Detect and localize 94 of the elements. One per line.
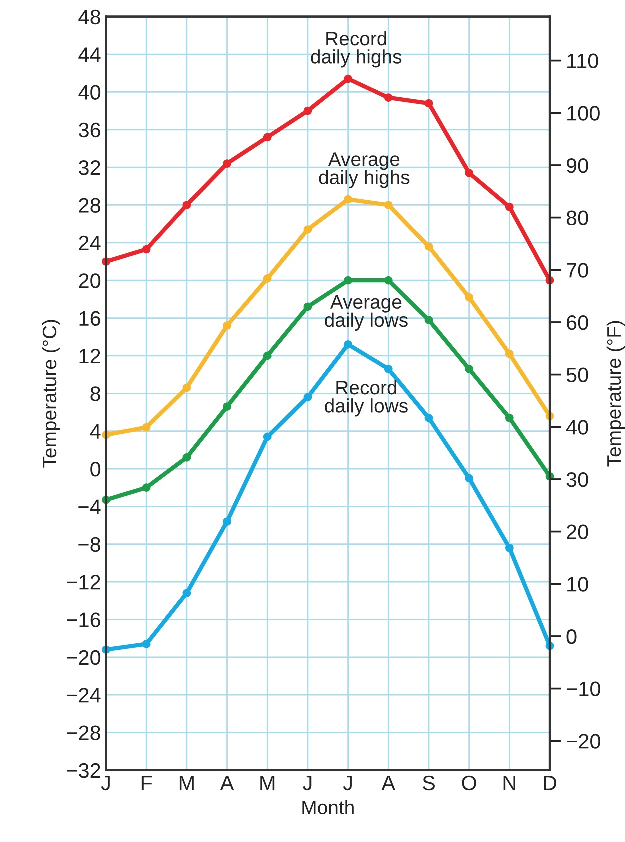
y-tick-label: 48 bbox=[78, 10, 100, 25]
x-tick-label: M bbox=[260, 776, 275, 790]
point bbox=[344, 340, 352, 349]
x-tick-label: A bbox=[220, 776, 234, 790]
y-tick-label: 28 bbox=[79, 198, 100, 213]
x-tick-label: O bbox=[462, 776, 476, 791]
y-tick-label: −24 bbox=[67, 688, 101, 703]
point bbox=[223, 518, 232, 526]
y-tick-label: −8 bbox=[78, 537, 100, 552]
point bbox=[505, 202, 514, 212]
point bbox=[304, 106, 312, 116]
y2-tick-label: 80 bbox=[566, 210, 588, 226]
point bbox=[223, 322, 232, 330]
point bbox=[142, 484, 151, 492]
point bbox=[142, 245, 151, 254]
y2-tick-label: 110 bbox=[568, 54, 598, 69]
point bbox=[304, 393, 312, 402]
y-tick-label: 0 bbox=[90, 462, 101, 477]
point bbox=[465, 169, 474, 178]
point bbox=[465, 293, 474, 302]
point bbox=[223, 160, 232, 168]
point bbox=[182, 201, 192, 210]
point bbox=[384, 364, 393, 374]
y2-tick-label: 20 bbox=[567, 524, 588, 540]
y2-axis-title: Temperature (°F) bbox=[606, 321, 625, 467]
y-tick-label: 8 bbox=[90, 386, 100, 402]
point bbox=[344, 195, 352, 204]
point bbox=[424, 99, 434, 108]
y-tick-label: 32 bbox=[79, 160, 100, 176]
point bbox=[384, 94, 393, 102]
y2-tick-label: 70 bbox=[567, 263, 588, 278]
y-tick-label: −16 bbox=[67, 612, 100, 628]
y2-tick-label: 10 bbox=[568, 577, 588, 592]
y2-tick-label: 50 bbox=[566, 368, 588, 383]
y-tick-label: 44 bbox=[78, 48, 101, 62]
y2-tick-label: −10 bbox=[567, 682, 600, 697]
point bbox=[263, 274, 272, 283]
y-tick-label: 12 bbox=[80, 348, 100, 364]
y2-tick-label: 100 bbox=[568, 106, 600, 121]
point bbox=[142, 423, 151, 432]
point bbox=[182, 454, 192, 462]
y-tick-label: −20 bbox=[67, 650, 101, 666]
series-label: Average daily highs bbox=[319, 152, 410, 188]
point bbox=[424, 414, 434, 422]
x-tick-label: F bbox=[142, 776, 152, 790]
x-tick-label: S bbox=[422, 776, 435, 791]
x-axis-title: Month bbox=[302, 800, 354, 815]
x-tick-label: D bbox=[544, 776, 557, 790]
point bbox=[142, 640, 151, 648]
series-label: Average daily lows bbox=[325, 295, 408, 331]
point bbox=[424, 316, 434, 324]
point bbox=[384, 276, 393, 285]
series-label: Record daily lows bbox=[325, 380, 408, 417]
point bbox=[384, 201, 393, 210]
point bbox=[304, 302, 312, 312]
point bbox=[505, 414, 514, 422]
y2-tick-label: 0 bbox=[566, 629, 577, 644]
x-tick-label: A bbox=[382, 776, 396, 790]
point bbox=[182, 589, 192, 598]
y2-tick-label: 90 bbox=[566, 158, 588, 174]
y-tick-label: 16 bbox=[80, 311, 100, 326]
point bbox=[344, 276, 352, 285]
y-tick-label: −32 bbox=[67, 763, 100, 778]
point bbox=[344, 74, 352, 84]
point bbox=[505, 350, 514, 358]
x-tick-label: N bbox=[504, 776, 516, 790]
point bbox=[424, 242, 434, 251]
series-label: Record daily highs bbox=[311, 31, 402, 68]
y2-tick-label: 30 bbox=[566, 472, 588, 488]
x-tick-label: J bbox=[101, 776, 110, 791]
y-tick-label: 36 bbox=[79, 122, 100, 138]
y-tick-label: 24 bbox=[79, 236, 101, 250]
point bbox=[182, 384, 192, 392]
point bbox=[263, 352, 272, 360]
x-tick-label: M bbox=[180, 776, 194, 790]
x-tick-label: J bbox=[303, 776, 312, 791]
y-axis-title: Temperature (°C) bbox=[42, 320, 60, 468]
y-tick-label: −28 bbox=[67, 726, 100, 741]
x-tick-label: J bbox=[343, 776, 352, 791]
point bbox=[263, 432, 272, 442]
point bbox=[465, 474, 474, 483]
point bbox=[465, 364, 474, 374]
y-tick-label: 4 bbox=[90, 424, 101, 439]
point bbox=[223, 402, 232, 411]
y-tick-label: −4 bbox=[78, 500, 101, 514]
y2-tick-label: −20 bbox=[567, 734, 600, 749]
y2-tick-label: 40 bbox=[566, 420, 588, 435]
y-tick-label: 40 bbox=[78, 85, 101, 100]
point bbox=[304, 226, 312, 234]
y-tick-label: −12 bbox=[67, 575, 100, 590]
point bbox=[263, 133, 272, 142]
y-tick-label: 20 bbox=[79, 274, 101, 288]
point bbox=[505, 544, 514, 552]
y2-tick-label: 60 bbox=[567, 315, 588, 330]
